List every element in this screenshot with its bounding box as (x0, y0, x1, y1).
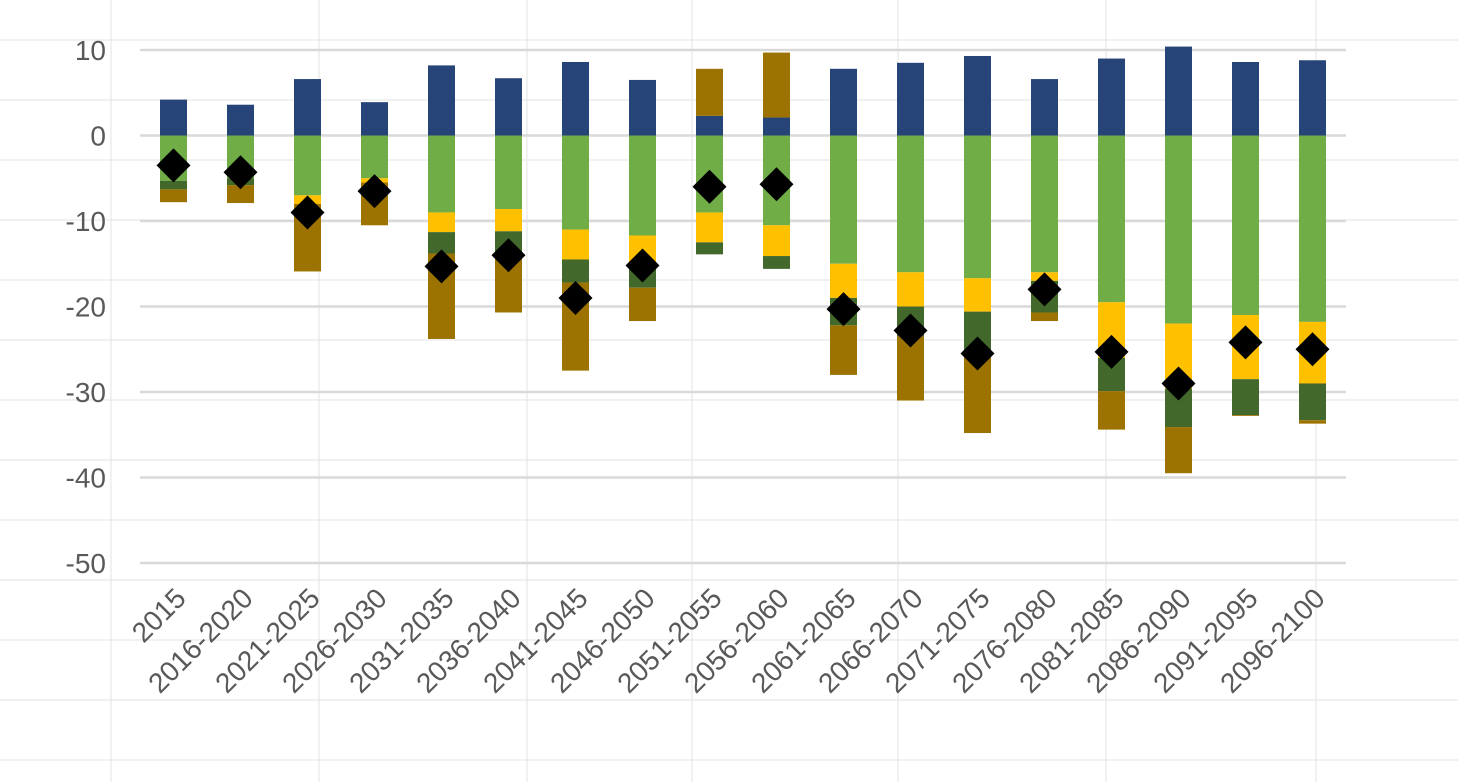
bar-segment (562, 229, 589, 260)
diamond-marker (759, 167, 794, 202)
bar-segment (562, 259, 589, 283)
bar-segment (897, 62, 924, 136)
diamond-marker (893, 313, 928, 348)
bar-segment (1299, 420, 1326, 424)
bar-segment (160, 180, 187, 190)
diamond-marker (1027, 272, 1062, 307)
bar-segment (830, 325, 857, 375)
y-gridlines (140, 48, 1346, 565)
diamond-marker (156, 148, 191, 183)
bar-segment (964, 55, 991, 136)
bar-segment (830, 68, 857, 136)
y-axis: 10 0 -10 -20 -30 -40 -50 (66, 35, 106, 579)
bar-segment (361, 102, 388, 136)
bar-segment (1299, 135, 1326, 322)
y-tick-label: -30 (66, 377, 106, 408)
bar-segment (629, 79, 656, 136)
bar-segment (428, 212, 455, 233)
bar-segment (1232, 415, 1259, 416)
diamond-marker (960, 336, 995, 371)
bar-segment (1165, 135, 1192, 324)
bar-segment (294, 79, 321, 136)
x-axis: 20152016-20202021-20252026-20302031-2035… (126, 582, 1331, 699)
bar-segment (763, 256, 790, 269)
bar-segment (1232, 135, 1259, 316)
bar-segment (428, 135, 455, 213)
diamond-marker (290, 195, 325, 230)
bar-segment (1098, 135, 1125, 303)
diamond-marker (826, 292, 861, 327)
y-tick-label: -50 (66, 548, 106, 579)
bar-segment (227, 104, 254, 136)
bar-segment (1232, 61, 1259, 136)
bar-segment (1098, 58, 1125, 136)
diamond-marker (491, 238, 526, 273)
bar-segment (227, 185, 254, 204)
bar-segment (964, 135, 991, 279)
bar-segment (1098, 391, 1125, 430)
bar-segment (964, 278, 991, 312)
bar-segment (428, 65, 455, 136)
y-tick-label: -40 (66, 463, 106, 494)
bar-segment (763, 52, 790, 118)
bar-segment (294, 135, 321, 196)
bar-segment (763, 117, 790, 136)
bar-segment (897, 272, 924, 307)
bar-segment (696, 212, 723, 243)
bar-segment (696, 68, 723, 116)
bar-series (160, 46, 1326, 474)
bar-segment (629, 287, 656, 322)
bar-segment (897, 135, 924, 273)
bar-segment (1165, 427, 1192, 474)
diamond-markers (156, 148, 1330, 401)
bar-segment (763, 225, 790, 257)
y-tick-label: 10 (75, 35, 106, 66)
bar-segment (696, 115, 723, 136)
bar-segment (562, 61, 589, 136)
diamond-marker (223, 155, 258, 190)
bar-segment (1299, 383, 1326, 421)
bar-segment (1232, 379, 1259, 416)
bar-segment (1299, 60, 1326, 136)
y-tick-label: 0 (90, 121, 106, 152)
bar-segment (1165, 46, 1192, 136)
diamond-marker (558, 280, 593, 315)
diamond-marker (1161, 366, 1196, 401)
diamond-marker (1094, 334, 1129, 369)
bar-segment (696, 242, 723, 255)
bar-segment (160, 189, 187, 203)
bar-segment (1031, 135, 1058, 273)
diamond-marker (424, 249, 459, 284)
bar-segment (495, 78, 522, 136)
bar-segment (1031, 312, 1058, 322)
bar-segment (629, 135, 656, 236)
bar-segment (1031, 79, 1058, 136)
bar-segment (830, 135, 857, 264)
y-tick-label: -10 (66, 206, 106, 237)
bar-segment (160, 99, 187, 136)
diamond-marker (1295, 332, 1330, 367)
bar-segment (428, 232, 455, 254)
bar-segment (495, 209, 522, 232)
bar-segment (361, 135, 388, 179)
diamond-marker (357, 174, 392, 209)
diamond-marker (692, 169, 727, 204)
diamond-marker (1228, 325, 1263, 360)
bar-segment (495, 135, 522, 210)
diamond-marker (625, 248, 660, 283)
bar-segment (562, 135, 589, 230)
y-tick-label: -20 (66, 292, 106, 323)
